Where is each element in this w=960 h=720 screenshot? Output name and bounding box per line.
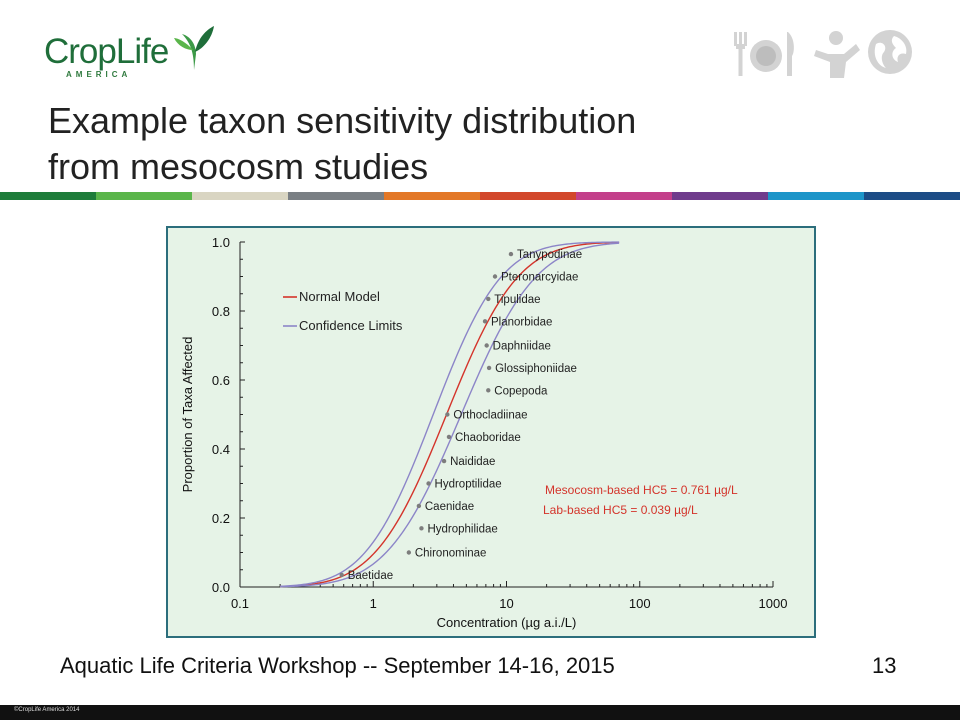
logo-subtext: AMERICA [66,70,132,79]
color-stripe [0,192,960,200]
data-point-label: Copepoda [494,385,548,397]
slide-title: Example taxon sensitivity distribution f… [48,98,748,190]
title-line-2: from mesocosm studies [48,146,429,187]
data-point [426,481,431,486]
stripe-segment [96,192,192,200]
x-tick-label: 1 [370,596,377,611]
page-number: 13 [872,653,897,678]
title-line-1: Example taxon sensitivity distribution [48,100,637,141]
y-axis-label: Proportion of Taxa Affected [180,337,195,493]
stripe-segment [0,192,96,200]
x-axis-label: Concentration (µg a.i./L) [437,615,577,630]
data-point-label: Naididae [450,456,495,468]
confidence-limit-line [280,241,620,587]
header-icons [734,30,912,78]
data-point [441,458,447,464]
y-tick-label: 0.4 [212,442,230,457]
data-point-label: Planorbidae [491,316,552,328]
data-point-label: Tanypodinae [517,249,582,261]
data-point [419,526,424,531]
x-tick-label: 1000 [759,596,788,611]
y-tick-label: 0.0 [212,580,230,595]
chart-frame [166,226,816,638]
data-point [416,503,422,509]
data-point [406,550,412,555]
stripe-segment [576,192,672,200]
x-tick-label: 100 [629,596,651,611]
data-point [446,434,452,440]
normal-model-line [280,241,620,588]
y-tick-label: 0.2 [212,511,230,526]
data-point-label: Tipulidae [494,294,540,306]
data-point [486,388,491,393]
data-point-label: Hydroptilidae [435,479,502,491]
data-point [508,251,514,257]
data-point-label: Caenidae [425,501,474,513]
data-point-label: Chaoboridae [455,432,521,444]
stripe-segment [864,192,960,200]
data-point [492,274,498,279]
x-tick-label: 10 [499,596,513,611]
data-point [486,296,491,302]
hc5-annotation: Lab-based HC5 = 0.039 µg/L [543,503,698,517]
stripe-segment [384,192,480,200]
croplife-logo: CropLife AMERICA [44,22,214,84]
data-point [445,412,450,417]
confidence-limit-line [280,242,620,588]
copyright-text: ©CropLife America 2014 [14,707,80,713]
stripe-segment [288,192,384,200]
stripe-segment [768,192,864,200]
data-point-label: Baetidae [348,570,393,582]
logo-wordmark: CropLife [44,32,169,71]
sprout-icon [174,26,214,70]
data-point-label: Glossiphoniidae [495,363,577,375]
data-point [339,572,344,578]
stripe-segment [672,192,768,200]
person-icon [814,31,860,78]
globe-icon [868,30,912,74]
data-point [484,343,489,348]
data-point-label: Daphniidae [493,341,551,353]
x-tick-label: 0.1 [231,596,249,611]
legend-label: Normal Model [299,289,380,304]
data-point-label: Chironominae [415,548,487,560]
y-tick-label: 0.6 [212,373,230,388]
footer-text: Aquatic Life Criteria Workshop -- Septem… [60,653,615,678]
stripe-segment [192,192,288,200]
bottom-bar [0,705,960,720]
data-point [482,319,488,324]
data-point-label: Orthocladiinae [453,410,527,422]
data-point-label: Hydrophilidae [427,523,497,535]
data-point [486,365,492,371]
fork-plate-knife-icon [734,32,794,76]
hc5-annotation: Mesocosm-based HC5 = 0.761 µg/L [545,483,738,497]
stripe-segment [480,192,576,200]
y-tick-label: 1.0 [212,235,230,250]
chart: 0.0 0.2 0.4 0.6 0.8 1.0 0.1 1 10 100 1000 Concentra… [180,235,788,630]
data-point-label: Pteronarcyidae [501,272,578,284]
y-tick-label: 0.8 [212,304,230,319]
legend-label: Confidence Limits [299,318,403,333]
